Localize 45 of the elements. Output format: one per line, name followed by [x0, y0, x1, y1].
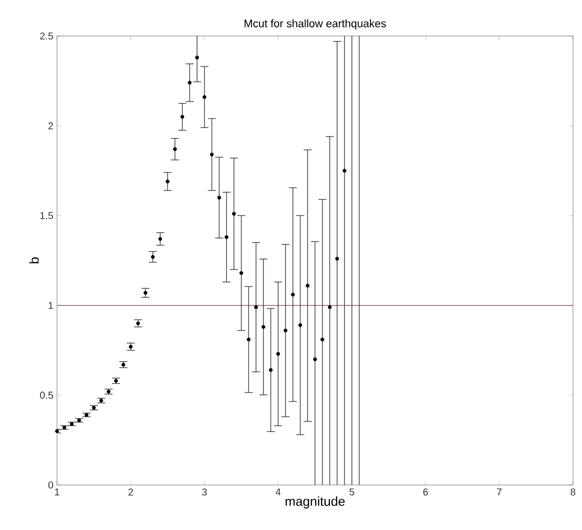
point	[150, 254, 155, 259]
x-tick-label: 7	[497, 488, 502, 496]
point	[276, 352, 280, 356]
x-tick-label: 2	[128, 488, 133, 496]
x-tick-label: 3	[202, 488, 207, 496]
point	[217, 196, 222, 200]
y-tick-label: 0.5	[40, 392, 54, 399]
point	[262, 325, 266, 329]
point	[246, 338, 251, 342]
point	[268, 368, 273, 372]
chart-title: Mcut for shallow earthquakes	[244, 19, 386, 30]
point	[239, 271, 244, 275]
x-tick-label: 1	[55, 488, 60, 496]
point	[210, 152, 214, 156]
x-tick-label: 8	[570, 488, 576, 496]
y-tick-label: 2	[48, 122, 53, 130]
point	[313, 357, 317, 362]
point	[232, 212, 236, 216]
point	[328, 305, 332, 310]
point	[173, 147, 177, 152]
point	[254, 305, 258, 310]
y-tick-label: 1	[48, 302, 54, 309]
y-tick-label: 2.5	[40, 32, 54, 40]
point	[166, 180, 170, 184]
y-axis-title: b	[29, 257, 39, 264]
point	[320, 338, 324, 342]
x-tick-label: 4	[276, 488, 281, 496]
point	[158, 237, 162, 241]
point	[342, 168, 346, 173]
y-tick-label: 1.5	[40, 212, 54, 220]
point	[202, 95, 206, 99]
point	[195, 56, 199, 60]
point	[335, 256, 340, 261]
x-axis-title: magnitude	[286, 496, 345, 508]
point	[290, 292, 295, 297]
point	[188, 80, 192, 85]
point	[144, 290, 148, 295]
point	[306, 284, 310, 288]
point	[284, 328, 288, 332]
y-tick-label: 0	[48, 481, 54, 489]
x-tick-label: 5	[350, 488, 354, 496]
point	[298, 323, 302, 328]
point	[224, 235, 228, 240]
point	[180, 114, 184, 119]
x-tick-label: 6	[423, 488, 428, 496]
